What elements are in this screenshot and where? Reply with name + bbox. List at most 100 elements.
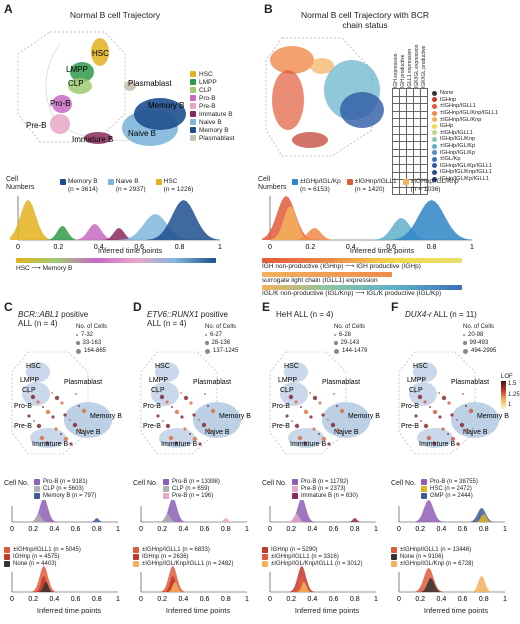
panel-b-xlabel: Inferred time points bbox=[349, 246, 415, 255]
cell-dot bbox=[198, 442, 202, 446]
grid-cell bbox=[420, 163, 428, 173]
legend-swatch bbox=[262, 560, 268, 567]
x-tick-label: 1 bbox=[503, 526, 507, 533]
size-label: 137-1245 bbox=[213, 348, 239, 354]
size-legend-row: 6-27 bbox=[205, 331, 238, 339]
grid-cell bbox=[406, 125, 414, 135]
legend-swatch bbox=[107, 179, 114, 185]
grid-cell bbox=[420, 110, 428, 120]
legend-label: Pre-B (n = 196) bbox=[172, 492, 214, 499]
legend-swatch bbox=[190, 127, 196, 133]
cell-dot bbox=[423, 400, 427, 404]
grid-cell bbox=[392, 95, 400, 105]
panel-b-status-legend: None IGHnp ±IGHnp/IGLL1 ±IGHnp/IGL/Knp/IGLL… bbox=[432, 58, 498, 182]
grid-cell bbox=[413, 125, 421, 135]
density-area bbox=[46, 226, 79, 240]
bcr-status-density: 0 0.2 0.4 0.6 0.8 1 bbox=[397, 568, 507, 603]
subpanel-e: E HeH ALL (n = 4) No. of Cells 6-28 29-143 14… bbox=[262, 300, 388, 620]
x-tick-label: 0 bbox=[268, 244, 272, 251]
grid-cell bbox=[420, 118, 428, 127]
legend-item: Pro-B (n = 38755) bbox=[421, 478, 478, 485]
x-tick-label: 0.8 bbox=[221, 526, 231, 533]
x-tick-label: 0.8 bbox=[427, 244, 437, 251]
legend-swatch bbox=[190, 119, 196, 125]
legend-label: IGHnp (n = 4575) bbox=[13, 553, 60, 560]
subpanel-map: HSC LMPP CLP Plasmablast Pro-B Memory B Pre-B N… bbox=[11, 351, 122, 455]
status-dot bbox=[432, 136, 437, 142]
legend-item: ±IGHnp/IGLL1 (n = 5045) bbox=[4, 546, 81, 553]
panel-b-letter: B bbox=[264, 2, 273, 16]
subpanel-f: F DUX4-r ALL (n = 11) No. of Cells 20-98 99-… bbox=[391, 300, 520, 620]
cell-dot bbox=[441, 427, 445, 431]
status-label: IGHp bbox=[440, 123, 454, 130]
grid-row bbox=[392, 141, 428, 150]
legend-count: (n = 1226) bbox=[163, 185, 194, 193]
size-dot bbox=[463, 334, 465, 336]
cell-dot bbox=[213, 434, 215, 436]
density-area bbox=[413, 568, 444, 592]
cell-no-label: Cell No. bbox=[262, 480, 287, 487]
status-legend-item: IGHp/IGL/Knp bbox=[432, 136, 498, 143]
panel-b-bars: IGH non-productive (IGHnp) ⟶ IGH product… bbox=[262, 258, 462, 298]
size-dot bbox=[205, 334, 207, 336]
size-legend-row: 28-136 bbox=[205, 339, 238, 347]
grid-cell bbox=[399, 141, 407, 150]
grid-cell bbox=[399, 156, 407, 165]
x-tick-label: 0.8 bbox=[92, 526, 102, 533]
grid-cell bbox=[392, 110, 400, 120]
cell-dot bbox=[285, 391, 287, 393]
bcr-status-legend: ±IGHnp/IGLL1 (n = 5045) IGHnp (n = 4575) N… bbox=[4, 546, 81, 567]
legend-item: HSC (n = 2472) bbox=[421, 485, 478, 492]
x-tick-label: 0.6 bbox=[329, 526, 339, 533]
cell-dot bbox=[51, 392, 53, 394]
bar1-caption: IGH non-productive (IGHnp) ⟶ IGH product… bbox=[262, 263, 421, 270]
lof-tick: 1 bbox=[508, 402, 512, 408]
legend-item: Pre-B (n = 2373) bbox=[292, 485, 358, 492]
size-label: 6-28 bbox=[339, 332, 352, 338]
size-label: 7-32 bbox=[81, 332, 94, 338]
legend-swatch bbox=[262, 546, 268, 553]
density-area bbox=[159, 514, 176, 522]
map-label: CLP bbox=[151, 387, 165, 394]
cell-dot bbox=[288, 394, 294, 400]
cell-dot bbox=[69, 419, 71, 421]
legend-item: ±IGHnp/IGLL1 (n = 6833) bbox=[133, 546, 234, 553]
legend-swatch bbox=[292, 485, 298, 492]
legend-item: CLP (n = 659) bbox=[163, 485, 220, 492]
cell-no-label: Cell No. bbox=[4, 480, 29, 487]
legend-item: Naive B bbox=[190, 118, 234, 126]
density-area bbox=[90, 518, 104, 522]
size-legend-row: 6-28 bbox=[334, 331, 367, 339]
legend-label: Naive B bbox=[115, 178, 139, 185]
legend-item: Pro-B (n = 9181) bbox=[34, 478, 96, 485]
grid-cell bbox=[420, 141, 428, 150]
legend-item: CLP bbox=[190, 86, 234, 94]
size-label: 6-27 bbox=[210, 332, 223, 338]
x-tick-label: 1 bbox=[245, 526, 249, 533]
title-line2: ALL (n = 4) bbox=[147, 319, 187, 328]
grid-cell bbox=[399, 118, 407, 127]
grid-header-label: IGLL1 expression bbox=[406, 48, 413, 88]
cell-dot bbox=[420, 420, 422, 422]
map-label: Naive B bbox=[463, 429, 488, 436]
map-label: Memory B bbox=[90, 413, 122, 420]
legend-label: ±IGHnp/IGLL1 (n = 6833) bbox=[142, 546, 210, 553]
x-tick-label: 0.2 bbox=[157, 596, 167, 603]
grid-header: IGH productive bbox=[400, 55, 407, 89]
subpanel-letter: E bbox=[262, 300, 271, 314]
legend-label: Pro-B (n = 13398) bbox=[172, 478, 220, 485]
cell-dot bbox=[201, 422, 207, 428]
density-area bbox=[219, 518, 233, 522]
legend-swatch bbox=[133, 546, 139, 553]
grid-cell bbox=[420, 88, 428, 97]
map-label: Pro-B bbox=[143, 403, 161, 410]
bcr-status-legend: ±IGHnp/IGLL1 (n = 13446) None (n = 9106) ±… bbox=[391, 546, 474, 567]
x-tick-label: 0.4 bbox=[50, 526, 60, 533]
legend-label: IGHnp (n = 5290) bbox=[271, 546, 318, 553]
legend-item: Memory B bbox=[190, 126, 234, 134]
grid-cell bbox=[392, 133, 400, 143]
density-area bbox=[420, 578, 442, 592]
status-label: IGHnp/IGL/Kp/IGLL1 bbox=[440, 162, 492, 169]
status-dot bbox=[432, 156, 437, 162]
size-legend-row: 20-98 bbox=[463, 331, 496, 339]
